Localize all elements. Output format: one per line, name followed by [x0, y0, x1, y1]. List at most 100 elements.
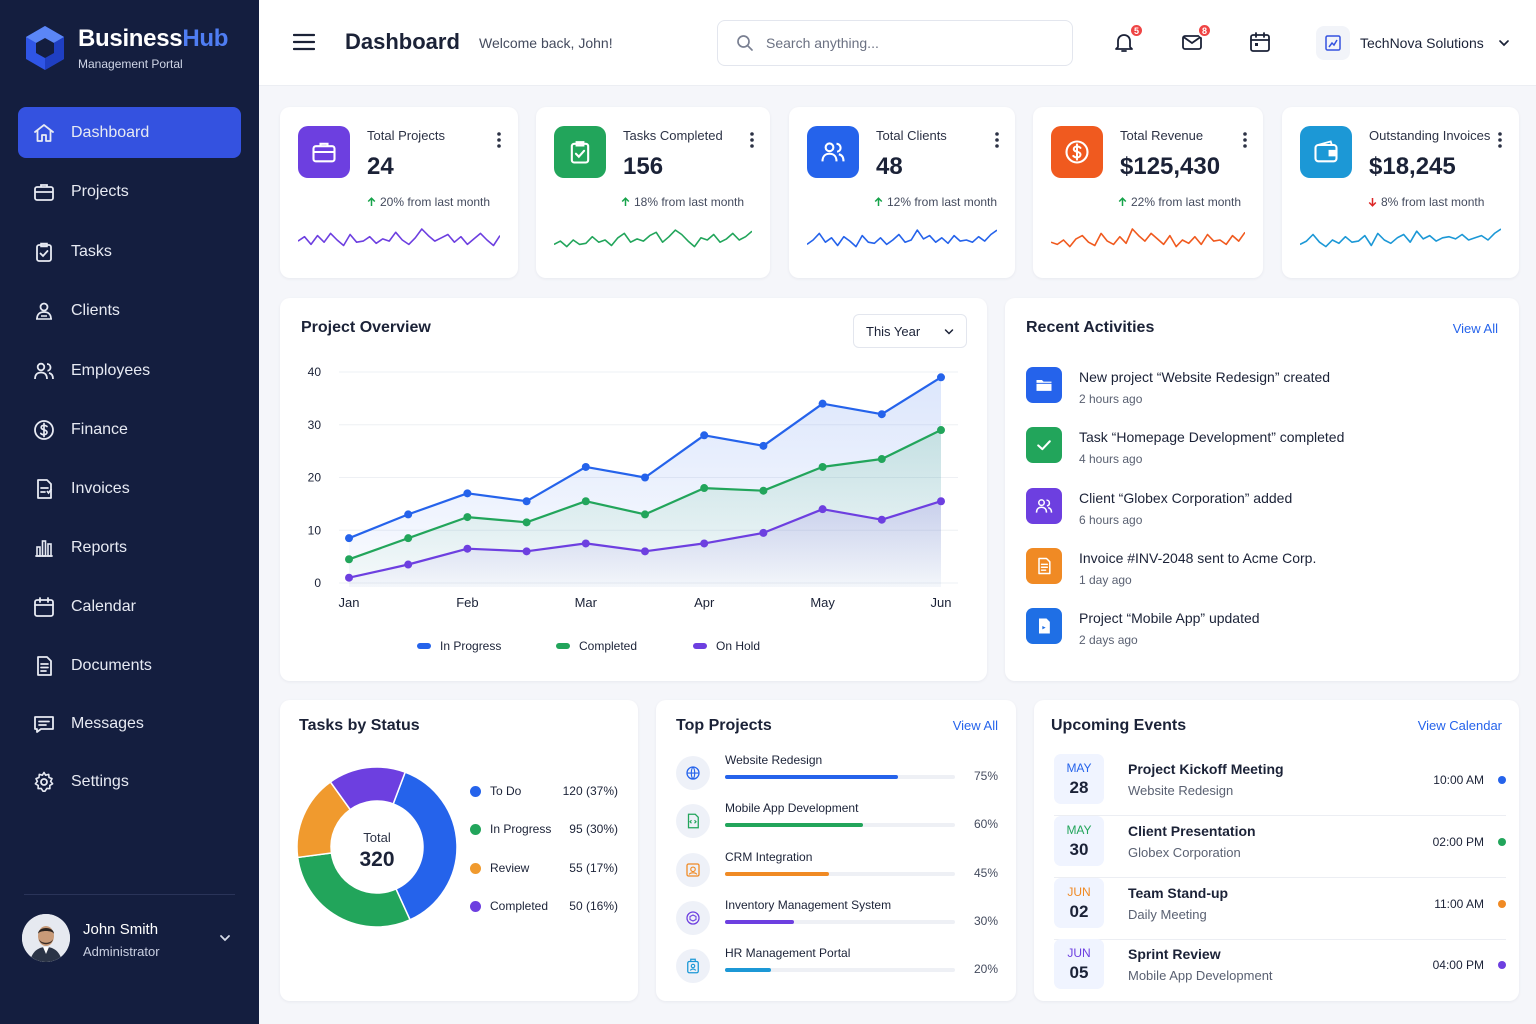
data-point	[818, 505, 827, 514]
user-profile[interactable]: John Smith Administrator	[22, 914, 242, 964]
topbar: Dashboard Welcome back, John! 5 8 TechNo…	[259, 0, 1536, 86]
brand-subtitle: Management Portal	[78, 57, 183, 71]
event-time: 02:00 PM	[1432, 835, 1484, 849]
invoice-icon	[37, 478, 53, 499]
sidebar-item-label: Reports	[71, 538, 128, 556]
sidebar-item-projects[interactable]: Projects	[18, 166, 241, 217]
donut-slice-completed[interactable]	[329, 766, 407, 811]
project-item[interactable]: Inventory Management System 30%	[676, 898, 998, 942]
sidebar-item-settings[interactable]: Settings	[18, 756, 241, 807]
sidebar-item-calendar[interactable]: Calendar	[18, 581, 241, 632]
sparkline	[1300, 228, 1501, 248]
tasks-donut-chart	[296, 766, 458, 928]
event-subtitle: Globex Corporation	[1128, 845, 1241, 860]
arrow-down-icon	[1368, 198, 1377, 207]
data-point	[641, 510, 649, 519]
project-name: Mobile App Development	[725, 801, 859, 815]
more-options-icon[interactable]	[1497, 131, 1503, 149]
stat-change: 22% from last month	[1118, 195, 1241, 209]
activity-item[interactable]: New project “Website Redesign” created 2 …	[1026, 367, 1496, 419]
document-icon	[37, 655, 52, 676]
donut-slice-in-progress[interactable]	[296, 852, 412, 928]
activity-time: 6 hours ago	[1079, 513, 1143, 527]
sidebar-item-dashboard[interactable]: Dashboard	[18, 107, 241, 158]
sidebar-item-employees[interactable]: Employees	[18, 345, 241, 396]
data-point	[404, 560, 413, 569]
sidebar-item-invoices[interactable]: Invoices	[18, 463, 241, 514]
event-status-dot	[1498, 838, 1506, 846]
more-options-icon[interactable]	[749, 131, 755, 149]
event-status-dot	[1498, 961, 1506, 969]
project-item[interactable]: Mobile App Development 60%	[676, 801, 998, 845]
messages-button[interactable]: 8	[1180, 23, 1212, 54]
activity-icon-tile	[1026, 427, 1062, 463]
search-box[interactable]	[717, 20, 1073, 66]
user-group-icon	[36, 302, 52, 320]
view-calendar-link[interactable]: View Calendar	[1417, 718, 1502, 733]
brand[interactable]: BusinessHub Management Portal	[24, 24, 228, 72]
sidebar-item-finance[interactable]: Finance	[18, 404, 241, 455]
stat-icon-tile	[554, 126, 606, 178]
series-area-on-hold	[349, 501, 941, 587]
stat-change: 12% from last month	[874, 195, 997, 209]
x-tick-label: Jun	[931, 595, 952, 610]
stat-card-total-projects: Total Projects 24 20% from last month	[280, 107, 518, 278]
sidebar-item-tasks[interactable]: Tasks	[18, 226, 241, 277]
more-options-icon[interactable]	[496, 131, 502, 149]
arrow-up-icon	[621, 197, 630, 206]
project-item[interactable]: Website Redesign 75%	[676, 753, 998, 797]
chevron-down-icon[interactable]	[218, 931, 232, 945]
event-status-dot	[1498, 900, 1506, 908]
data-point	[463, 489, 472, 498]
project-item[interactable]: HR Management Portal 20%	[676, 946, 998, 990]
event-item[interactable]: JUN 02 Team Stand-up Daily Meeting 11:00 AM	[1054, 878, 1506, 940]
activity-item[interactable]: Client “Globex Corporation” added 6 hours…	[1026, 488, 1496, 540]
legend-label: On Hold	[716, 639, 760, 653]
event-item[interactable]: MAY 30 Client Presentation Globex Corporati…	[1054, 816, 1506, 878]
projects-view-all-link[interactable]: View All	[952, 718, 998, 733]
project-overview-chart: 0 10 20 30 40 Jan Feb Mar Apr May Jun In Progress Co…	[308, 365, 958, 653]
period-select[interactable]: This Year	[853, 314, 967, 348]
activity-item[interactable]: Invoice #INV-2048 sent to Acme Corp. 1 da…	[1026, 548, 1496, 600]
activity-text: Task “Homepage Development” completed	[1079, 429, 1345, 445]
event-title: Project Kickoff Meeting	[1128, 761, 1284, 777]
clipboard-check-icon	[36, 242, 52, 262]
sidebar-item-documents[interactable]: Documents	[18, 640, 241, 691]
status-value: 95 (30%)	[569, 822, 618, 836]
stat-value: $125,430	[1120, 153, 1221, 180]
event-item[interactable]: MAY 28 Project Kickoff Meeting Website Rede…	[1054, 754, 1506, 816]
notifications-button[interactable]: 5	[1112, 23, 1144, 54]
globe-icon	[686, 766, 700, 780]
more-options-icon[interactable]	[1242, 131, 1248, 149]
activities-view-all-link[interactable]: View All	[1452, 321, 1498, 336]
event-item[interactable]: JUN 05 Sprint Review Mobile App Development…	[1054, 939, 1506, 995]
activity-time: 2 hours ago	[1079, 392, 1143, 406]
activity-item[interactable]: Project “Mobile App” updated 2 days ago	[1026, 608, 1496, 660]
sidebar: BusinessHub Management Portal Dashboard P…	[0, 0, 259, 1024]
sidebar-divider	[24, 894, 235, 895]
activity-item[interactable]: Task “Homepage Development” completed 4 h…	[1026, 427, 1496, 479]
calendar-button[interactable]	[1248, 30, 1272, 54]
sidebar-item-clients[interactable]: Clients	[18, 285, 241, 336]
more-options-icon[interactable]	[994, 131, 1000, 149]
users-icon	[1035, 499, 1053, 513]
recent-activities-card: Recent Activities View All New project “…	[1005, 298, 1519, 681]
data-point	[345, 573, 353, 582]
search-input[interactable]	[766, 35, 1046, 51]
project-progress-fill	[725, 920, 794, 924]
event-subtitle: Mobile App Development	[1128, 968, 1273, 983]
sidebar-item-messages[interactable]: Messages	[18, 698, 241, 749]
company-switcher[interactable]: TechNova Solutions	[1316, 22, 1510, 64]
status-value: 120 (37%)	[562, 784, 618, 798]
divider	[1054, 939, 1506, 940]
sidebar-item-reports[interactable]: Reports	[18, 522, 241, 573]
donut-slice-to-do[interactable]	[392, 771, 458, 921]
status-legend-row: To Do 120 (37%)	[470, 782, 618, 802]
data-point	[404, 510, 413, 519]
mail-icon	[1182, 35, 1202, 50]
project-item[interactable]: CRM Integration 45%	[676, 850, 998, 894]
legend-dot	[470, 786, 481, 797]
stat-label: Total Clients	[876, 128, 947, 143]
hamburger-menu-icon[interactable]	[293, 31, 315, 53]
project-progress-track	[725, 920, 955, 924]
